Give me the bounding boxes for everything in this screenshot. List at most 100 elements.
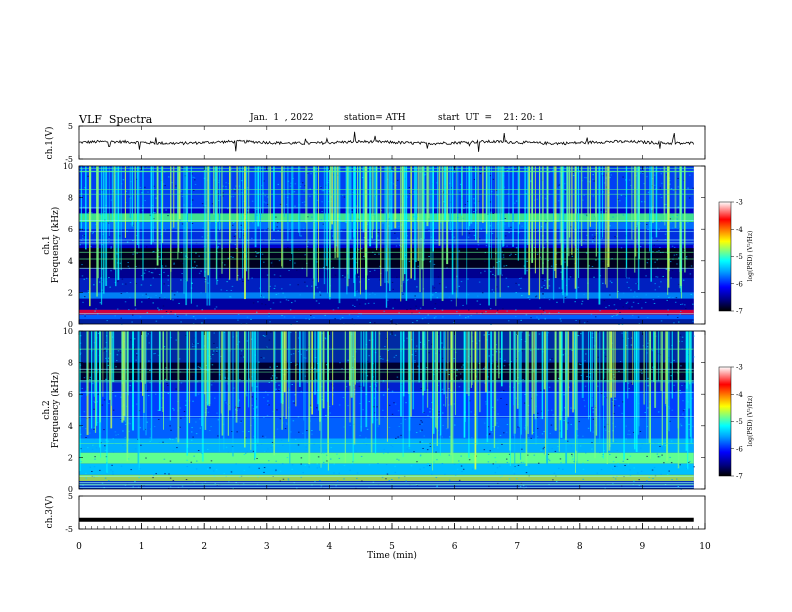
sferic-streak — [533, 331, 535, 414]
spectrogram-speckle — [377, 425, 380, 427]
spectrogram-speckle — [169, 439, 172, 441]
spectrogram-speckle — [400, 285, 403, 287]
spectrogram-speckle — [597, 331, 600, 333]
spectrogram-speckle — [148, 342, 150, 344]
sferic-streak — [115, 166, 117, 287]
sferic-streak — [288, 331, 290, 388]
spectrogram-speckle — [608, 453, 611, 455]
spectrogram-speckle — [294, 205, 296, 207]
spectrogram-speckle — [641, 201, 643, 203]
spectrogram-speckle — [574, 301, 576, 303]
spectrogram-speckle — [358, 297, 361, 299]
x-tick-label: 9 — [640, 542, 646, 552]
spectrogram-speckle — [426, 465, 429, 467]
spectrogram-speckle — [570, 407, 572, 409]
spectrogram-speckle — [257, 301, 259, 303]
spectrogram-speckle — [285, 422, 288, 424]
sferic-streak — [445, 331, 447, 407]
spectrogram-speckle — [415, 484, 418, 486]
spectrogram-speckle — [550, 424, 553, 426]
frequency-band — [79, 379, 694, 392]
spectrogram-speckle — [560, 271, 562, 273]
spectrogram-speckle — [679, 310, 682, 312]
spectrogram-speckle — [509, 255, 511, 257]
spectrogram-speckle — [358, 303, 361, 305]
sferic-streak — [667, 166, 670, 288]
spectrogram-speckle — [95, 308, 97, 310]
spectrogram-speckle — [684, 416, 686, 418]
spectrogram-speckle — [593, 180, 595, 182]
spectrogram-speckle — [625, 302, 628, 304]
spectrogram-speckle — [523, 402, 526, 404]
spectrogram-speckle — [498, 465, 501, 467]
spectrogram-speckle — [568, 278, 570, 280]
sferic-streak — [679, 166, 682, 286]
spectrogram-speckle — [94, 456, 96, 458]
spectrogram-speckle — [441, 463, 444, 465]
sferic-streak — [186, 331, 188, 456]
spectrogram-speckle — [429, 408, 431, 410]
spectrogram-speckle — [687, 187, 689, 189]
sferic-streak — [190, 166, 192, 304]
spectrogram-speckle — [195, 433, 198, 435]
spectrogram-speckle — [275, 469, 277, 471]
spectrogram-speckle — [302, 472, 304, 474]
spectrogram-speckle — [647, 228, 649, 230]
spectrogram-speckle — [429, 442, 432, 444]
sferic-streak — [432, 331, 435, 434]
spectrogram-speckle — [496, 422, 498, 424]
spectrogram-speckle — [656, 453, 659, 455]
spectrogram-speckle — [684, 383, 686, 385]
spectrogram-speckle — [592, 408, 594, 410]
spectrogram-speckle — [191, 199, 194, 201]
sferic-streak — [563, 166, 565, 304]
spectrogram-speckle — [302, 228, 305, 230]
spectrogram-speckle — [330, 447, 332, 449]
sferic-streak — [518, 166, 521, 225]
sferic-streak — [378, 331, 381, 425]
spectrogram-speckle — [392, 307, 394, 309]
spectrogram-speckle — [155, 473, 157, 475]
spectrogram-speckle — [656, 259, 658, 261]
spectrogram-speckle — [114, 431, 117, 433]
spectrogram-speckle — [201, 236, 204, 238]
spectrogram-speckle — [584, 360, 586, 362]
spectrogram-speckle — [210, 358, 212, 360]
spectrogram-speckle — [122, 444, 124, 446]
spectrogram-speckle — [171, 290, 173, 292]
spectrogram-speckle — [347, 405, 349, 407]
spectrogram-speckle — [344, 221, 347, 223]
spectrogram-speckle — [200, 292, 202, 294]
spectrogram-speckle — [87, 290, 90, 292]
spectrogram-speckle — [640, 370, 643, 372]
y-tick-label: 4 — [68, 422, 73, 431]
spectrogram-speckle — [169, 460, 172, 462]
spectrogram-speckle — [488, 434, 491, 436]
spectrogram-speckle — [478, 281, 481, 283]
spectrogram-speckle — [180, 417, 182, 419]
spectrogram-speckle — [290, 182, 292, 184]
spectrogram-speckle — [543, 446, 546, 448]
spectrogram-speckle — [657, 296, 660, 298]
sferic-streak — [390, 166, 393, 230]
spectrogram-speckle — [157, 418, 160, 420]
spectrogram-speckle — [663, 449, 666, 451]
spectrogram-speckle — [414, 360, 416, 362]
spectrogram-speckle — [522, 379, 524, 381]
spectrogram-speckle — [601, 173, 603, 175]
spectrogram-speckle — [374, 294, 376, 296]
spectrogram-speckle — [667, 314, 669, 316]
spectrogram-speckle — [366, 375, 369, 377]
spectrogram-speckle — [526, 260, 528, 262]
spectrogram-speckle — [611, 378, 614, 380]
spectrogram-speckle — [162, 441, 164, 443]
sferic-streak — [561, 166, 563, 290]
spectrogram-speckle — [135, 359, 137, 361]
spectrogram-speckle — [288, 193, 290, 195]
spectrogram-speckle — [653, 302, 656, 304]
spectrogram-speckle — [282, 250, 285, 252]
spectrogram-speckle — [277, 293, 280, 295]
spectrogram-speckle — [150, 272, 153, 274]
spectrogram-speckle — [441, 342, 443, 344]
spectrogram-speckle — [129, 339, 132, 341]
